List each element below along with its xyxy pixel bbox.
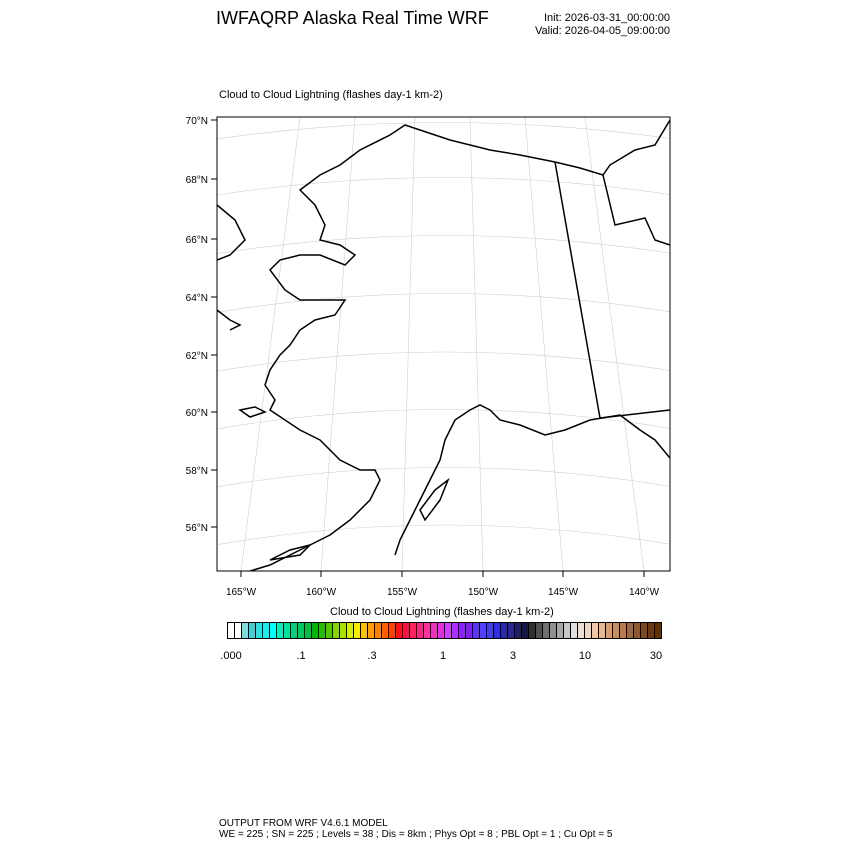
colorbar-swatch <box>319 623 326 638</box>
colorbar-swatch <box>543 623 550 638</box>
graticule <box>217 117 670 571</box>
colorbar-swatch <box>340 623 347 638</box>
colorbar-swatch <box>627 623 634 638</box>
field-title: Cloud to Cloud Lightning (flashes day-1 … <box>219 89 443 101</box>
colorbar-swatch <box>452 623 459 638</box>
colorbar-swatch <box>326 623 333 638</box>
map-frame <box>216 116 671 572</box>
lat-label: 58°N <box>186 466 208 477</box>
colorbar-label: .1 <box>296 650 306 662</box>
lat-label: 60°N <box>186 408 208 419</box>
colorbar-swatch <box>347 623 354 638</box>
colorbar-title: Cloud to Cloud Lightning (flashes day-1 … <box>330 606 554 618</box>
colorbar-label: .000 <box>220 650 242 662</box>
lon-label: 145°W <box>548 587 579 598</box>
colorbar-swatch <box>368 623 375 638</box>
colorbar-swatch <box>389 623 396 638</box>
colorbar-swatch <box>361 623 368 638</box>
colorbar-label: .3 <box>367 650 377 662</box>
colorbar <box>227 622 662 639</box>
colorbar-swatch <box>235 623 242 638</box>
colorbar-swatch <box>585 623 592 638</box>
run-times: Init: 2026-03-31_00:00:00 Valid: 2026-04… <box>535 12 670 38</box>
colorbar-swatch <box>578 623 585 638</box>
colorbar-swatch <box>592 623 599 638</box>
colorbar-swatch <box>396 623 403 638</box>
lon-label: 165°W <box>226 587 257 598</box>
colorbar-swatch <box>242 623 249 638</box>
colorbar-swatch <box>417 623 424 638</box>
plot-title: IWFAQRP Alaska Real Time WRF <box>216 8 489 28</box>
colorbar-swatch <box>529 623 536 638</box>
colorbar-swatch <box>571 623 578 638</box>
lon-label: 160°W <box>306 587 337 598</box>
colorbar-swatch <box>305 623 312 638</box>
colorbar-swatch <box>375 623 382 638</box>
colorbar-swatch <box>277 623 284 638</box>
colorbar-swatch <box>515 623 522 638</box>
colorbar-swatch <box>557 623 564 638</box>
colorbar-swatch <box>522 623 529 638</box>
colorbar-swatch <box>438 623 445 638</box>
lon-label: 140°W <box>629 587 660 598</box>
colorbar-swatch <box>508 623 515 638</box>
colorbar-swatch <box>431 623 438 638</box>
colorbar-swatch <box>473 623 480 638</box>
colorbar-swatch <box>648 623 655 638</box>
lat-label: 68°N <box>186 175 208 186</box>
colorbar-swatch <box>284 623 291 638</box>
colorbar-swatch <box>228 623 235 638</box>
colorbar-swatch <box>298 623 305 638</box>
colorbar-swatch <box>606 623 613 638</box>
colorbar-swatch <box>333 623 340 638</box>
init-time: Init: 2026-03-31_00:00:00 <box>544 12 670 24</box>
colorbar-swatch <box>466 623 473 638</box>
colorbar-swatch <box>312 623 319 638</box>
colorbar-swatch <box>501 623 508 638</box>
lat-label: 62°N <box>186 351 208 362</box>
colorbar-label: 10 <box>578 650 592 662</box>
lat-label: 66°N <box>186 235 208 246</box>
colorbar-swatch <box>564 623 571 638</box>
colorbar-swatch <box>354 623 361 638</box>
colorbar-swatch <box>382 623 389 638</box>
colorbar-swatch <box>424 623 431 638</box>
lon-label: 155°W <box>387 587 418 598</box>
colorbar-swatch <box>550 623 557 638</box>
colorbar-swatch <box>459 623 466 638</box>
lat-label: 56°N <box>186 523 208 534</box>
colorbar-swatch <box>536 623 543 638</box>
lat-label: 64°N <box>186 293 208 304</box>
colorbar-label: 1 <box>439 650 447 662</box>
colorbar-swatch <box>291 623 298 638</box>
colorbar-swatch <box>403 623 410 638</box>
colorbar-swatch <box>270 623 277 638</box>
colorbar-swatch <box>410 623 417 638</box>
axis-ticks <box>211 119 645 577</box>
colorbar-swatch <box>249 623 256 638</box>
valid-time: Valid: 2026-04-05_09:00:00 <box>535 25 670 37</box>
footer-config: WE = 225 ; SN = 225 ; Levels = 38 ; Dis … <box>219 829 613 840</box>
colorbar-label: 30 <box>649 650 663 662</box>
colorbar-swatch <box>494 623 501 638</box>
lat-label: 70°N <box>186 116 208 127</box>
footer-model: OUTPUT FROM WRF V4.6.1 MODEL <box>219 818 388 829</box>
colorbar-swatch <box>256 623 263 638</box>
colorbar-swatch <box>487 623 494 638</box>
colorbar-swatch <box>641 623 648 638</box>
colorbar-swatch <box>263 623 270 638</box>
colorbar-swatch <box>620 623 627 638</box>
coastlines <box>217 119 670 571</box>
colorbar-swatch <box>445 623 452 638</box>
colorbar-swatch <box>613 623 620 638</box>
colorbar-swatch <box>480 623 487 638</box>
colorbar-swatch <box>655 623 661 638</box>
colorbar-swatch <box>599 623 606 638</box>
colorbar-swatch <box>634 623 641 638</box>
lon-label: 150°W <box>468 587 499 598</box>
colorbar-label: 3 <box>509 650 517 662</box>
